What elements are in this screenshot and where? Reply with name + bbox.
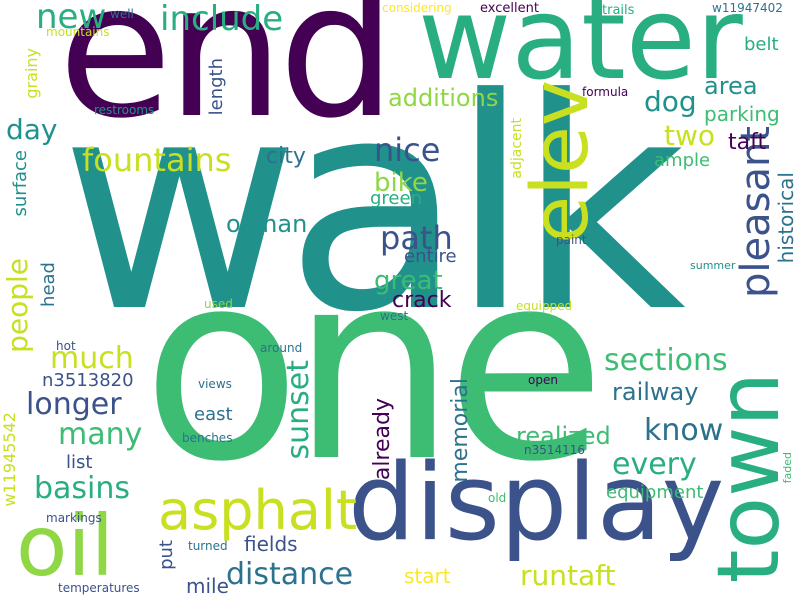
word-length: length <box>206 58 227 116</box>
word-w11945542: w11945542 <box>0 412 19 507</box>
word-belt: belt <box>744 34 779 55</box>
word-trails: trails <box>602 3 635 18</box>
word-views: views <box>198 377 232 391</box>
word-equipped: equipped <box>516 299 573 313</box>
word-mile: mile <box>186 574 229 598</box>
word-nice: nice <box>374 131 441 169</box>
word-equipment: equipment <box>606 482 704 503</box>
word-west: west <box>380 309 409 323</box>
word-water: water <box>418 0 743 105</box>
word-longer: longer <box>26 387 122 422</box>
word-considering: considering <box>382 1 452 15</box>
word-two: two <box>664 119 716 152</box>
word-oil: oil <box>16 497 115 595</box>
word-put: put <box>156 540 177 570</box>
word-crack: crack <box>392 288 452 313</box>
word-people: people <box>1 258 34 353</box>
word-additions: additions <box>388 84 499 112</box>
word-mountains: mountains <box>46 25 110 39</box>
word-w11947402: w11947402 <box>712 1 783 15</box>
word-adjacent: adjacent <box>509 118 525 179</box>
word-entire: entire <box>404 246 457 267</box>
word-new: new <box>36 0 107 37</box>
word-historical: historical <box>774 172 798 264</box>
word-sections: sections <box>604 343 728 378</box>
word-walk: walk <box>60 36 686 376</box>
word-sunset: sunset <box>281 360 316 460</box>
word-path: path <box>380 219 453 257</box>
word-n3514116: n3514116 <box>524 443 586 457</box>
word-parking: parking <box>704 102 780 126</box>
word-surface: surface <box>10 150 31 217</box>
word-bike: bike <box>374 168 428 198</box>
word-summer: summer <box>690 259 736 272</box>
word-distance: distance <box>226 557 354 592</box>
word-great: great <box>374 266 443 296</box>
word-city: city <box>266 144 306 169</box>
word-old: old <box>488 491 507 505</box>
word-realized: realized <box>516 422 611 450</box>
word-excellent: excellent <box>480 1 539 16</box>
word-taft: taft <box>728 130 767 155</box>
word-asphalt: asphalt <box>158 479 357 542</box>
word-memorial: memorial <box>448 378 473 483</box>
word-railway: railway <box>612 378 699 406</box>
word-used: used <box>204 297 233 311</box>
word-open: open <box>528 373 558 387</box>
word-turned: turned <box>188 539 228 553</box>
word-list: list <box>66 452 93 473</box>
word-oilman: oilman <box>226 210 308 238</box>
word-formula: formula <box>582 85 629 99</box>
word-fountains: fountains <box>82 141 232 179</box>
word-display: display <box>348 441 725 564</box>
word-one: one <box>142 217 606 519</box>
word-temperatures: temperatures <box>58 581 140 595</box>
word-already: already <box>370 398 395 481</box>
word-include: include <box>160 0 284 39</box>
word-start: start <box>404 564 451 588</box>
word-benches: benches <box>182 431 233 445</box>
word-grainy: grainy <box>22 48 41 99</box>
word-faded: faded <box>781 452 794 484</box>
word-paint: paint <box>556 233 587 247</box>
word-much: much <box>50 341 134 376</box>
word-head: head <box>38 262 59 307</box>
word-restrooms: restrooms <box>94 103 155 117</box>
word-every: every <box>612 447 697 482</box>
word-east: east <box>194 404 233 425</box>
word-hot: hot <box>56 339 76 353</box>
word-know: know <box>644 413 724 448</box>
word-markings: markings <box>46 511 102 525</box>
word-day: day <box>6 113 58 146</box>
word-dog: dog <box>644 85 697 118</box>
word-runtaft: runtaft <box>520 559 616 592</box>
word-ample: ample <box>654 150 711 171</box>
word-basins: basins <box>34 471 131 506</box>
word-fields: fields <box>244 532 298 556</box>
word-area: area <box>704 72 758 100</box>
word-elev: elev <box>516 80 606 244</box>
word-town: town <box>699 372 799 584</box>
word-around: around <box>260 341 303 355</box>
word-green: green <box>370 188 422 209</box>
word-well: well <box>110 7 134 21</box>
word-end: end <box>58 0 396 159</box>
word-n3513820: n3513820 <box>42 370 134 391</box>
word-many: many <box>58 417 143 452</box>
